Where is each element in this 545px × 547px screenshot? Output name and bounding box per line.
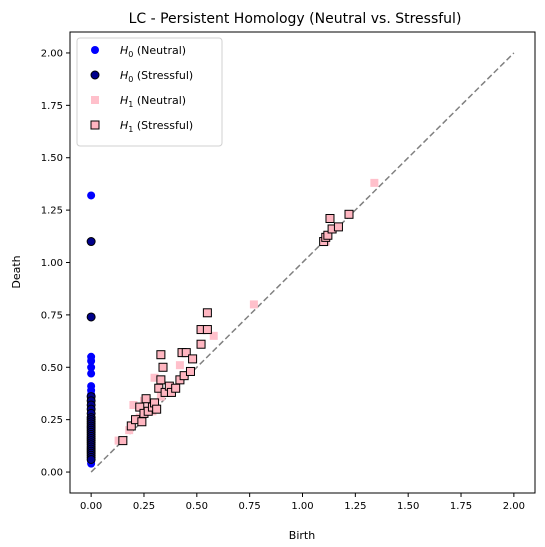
y-tick-label: 1.00	[41, 258, 63, 269]
y-tick-label: 1.25	[41, 206, 63, 217]
data-point	[171, 383, 181, 393]
data-point	[188, 354, 198, 364]
x-tick-label: 2.00	[503, 501, 525, 512]
data-point	[152, 404, 162, 414]
data-point	[158, 362, 168, 372]
legend-label: H1 (Stressful)	[120, 119, 193, 134]
legend-box	[76, 37, 223, 147]
x-tick-label: 1.50	[397, 501, 419, 512]
series-3	[118, 209, 354, 446]
x-tick-label: 0.00	[80, 501, 102, 512]
diagonal-layer	[90, 52, 515, 473]
y-tick-label: 0.75	[41, 310, 63, 321]
data-point	[87, 356, 96, 365]
data-point	[129, 400, 138, 409]
y-tick-label: 0.00	[41, 468, 63, 479]
data-point	[86, 454, 96, 464]
data-point	[185, 366, 195, 376]
data-point	[141, 394, 151, 404]
points-layer	[86, 178, 379, 468]
y-axis-label: Death	[10, 255, 23, 288]
x-tick-label: 0.50	[186, 501, 208, 512]
data-point	[202, 308, 212, 318]
data-point	[202, 325, 212, 335]
data-point	[181, 348, 191, 358]
data-point	[249, 300, 258, 309]
legend-marker	[90, 120, 100, 130]
x-tick-label: 0.75	[239, 501, 261, 512]
y-tick-label: 1.50	[41, 153, 63, 164]
x-axis-label: Birth	[289, 529, 315, 542]
x-tick-label: 1.25	[344, 501, 366, 512]
legend-label: H0 (Neutral)	[120, 44, 186, 59]
y-tick-label: 0.50	[41, 363, 63, 374]
diagonal-line	[90, 52, 515, 473]
legend: H0 (Neutral) H0 (Stressful) H1 (Neutral) H1…	[76, 37, 223, 147]
legend-label: H0 (Stressful)	[120, 69, 193, 84]
chart-title: LC - Persistent Homology (Neutral vs. St…	[129, 11, 462, 27]
legend-label: H1 (Neutral)	[120, 94, 186, 109]
data-point	[333, 222, 343, 232]
data-point	[86, 237, 96, 247]
y-tick-label: 0.25	[41, 415, 63, 426]
y-tick-label: 2.00	[41, 48, 63, 59]
data-point	[118, 436, 128, 446]
data-point	[325, 213, 335, 223]
data-point	[175, 361, 184, 370]
data-point	[156, 375, 166, 385]
x-tick-label: 1.75	[450, 501, 472, 512]
data-point	[370, 178, 379, 187]
legend-marker	[91, 96, 99, 104]
legend-marker	[91, 46, 99, 54]
x-tick-label: 1.00	[291, 501, 313, 512]
data-point	[87, 363, 96, 372]
data-point	[87, 191, 96, 200]
legend-marker	[90, 70, 100, 80]
data-point	[86, 312, 96, 322]
data-point	[344, 209, 354, 219]
ticks-layer: 0.00 0.25 0.50 0.75 1.00 1.25 1.50 1.75 2.00 0.00…	[41, 48, 525, 512]
series-1	[86, 237, 96, 464]
data-point	[150, 373, 159, 382]
y-tick-label: 1.75	[41, 101, 63, 112]
data-point	[87, 369, 96, 378]
data-point	[209, 331, 218, 340]
data-point	[196, 339, 206, 349]
data-point	[156, 350, 166, 360]
data-point	[137, 417, 147, 427]
x-tick-label: 0.25	[133, 501, 155, 512]
